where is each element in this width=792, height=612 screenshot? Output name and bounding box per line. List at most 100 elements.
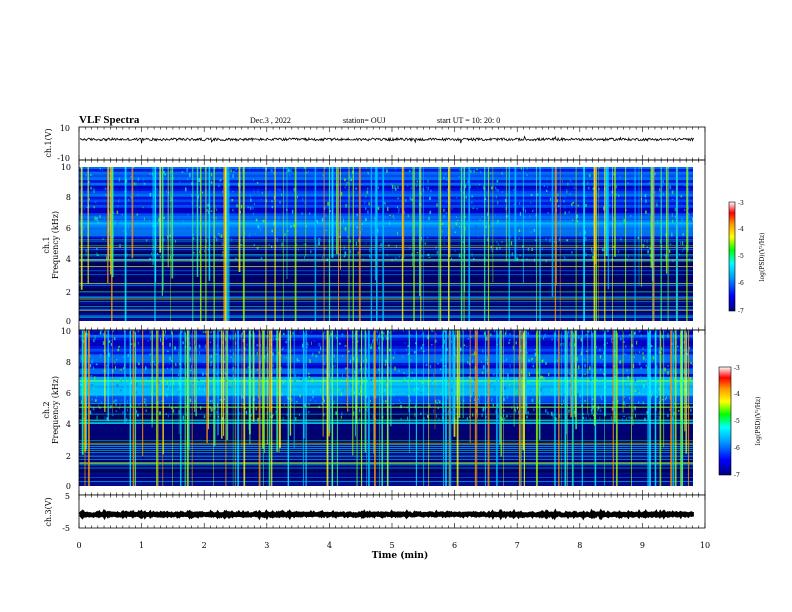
- spectrogram-speckle: [403, 377, 406, 381]
- spectrogram-speckle: [394, 366, 396, 371]
- spectrogram-speckle: [586, 331, 588, 333]
- spectrogram-speckle: [173, 381, 175, 385]
- spectrogram-speckle: [473, 351, 475, 356]
- spectrogram-speckle: [499, 247, 501, 250]
- spectrogram-speckle: [508, 341, 510, 344]
- spectrogram-speckle: [151, 205, 153, 209]
- spectrogram-speckle: [365, 358, 367, 362]
- spectrogram-speckle: [281, 242, 283, 247]
- spectrogram-speckle: [114, 399, 117, 402]
- spectrogram-speckle: [552, 376, 553, 378]
- spectrogram-speckle: [661, 347, 663, 351]
- spectrogram-speckle: [216, 411, 218, 413]
- spectrogram-speckle: [152, 361, 154, 363]
- spectrogram-speckle: [302, 167, 304, 170]
- spectrogram-speckle: [233, 378, 235, 382]
- spectrogram-speckle: [526, 374, 529, 377]
- spectrogram-speckle: [114, 360, 116, 365]
- spectrogram-speckle: [655, 201, 657, 203]
- spectrogram-background-row: [79, 309, 693, 314]
- spectrogram-speckle: [659, 411, 660, 415]
- spectrogram-speckle: [363, 192, 365, 195]
- spectrogram-speckle: [403, 330, 404, 332]
- spectrogram-speckle: [431, 344, 433, 346]
- ch1-spectrogram-image: [79, 165, 695, 321]
- spectrogram-speckle: [560, 221, 562, 224]
- spectrogram-speckle: [584, 373, 586, 376]
- spectrogram-speckle: [130, 330, 132, 331]
- spectrogram-speckle: [189, 358, 191, 362]
- spectrogram-speckle: [160, 411, 161, 414]
- spectrogram-speckle: [486, 358, 488, 361]
- spectrogram-background-row: [79, 301, 693, 305]
- spectrogram-speckle: [250, 198, 252, 202]
- spectrogram-speckle: [233, 382, 234, 385]
- spectrogram-background-row: [79, 257, 693, 261]
- spectrogram-speckle: [564, 377, 565, 382]
- spectrogram-speckle: [606, 342, 609, 344]
- spectrogram-speckle: [421, 236, 423, 241]
- spectrogram-speckle: [254, 233, 256, 235]
- spectrogram-speckle: [110, 351, 112, 355]
- spectrogram-speckle: [566, 189, 568, 194]
- spectrogram-speckle: [256, 167, 258, 170]
- spectrogram-speckle: [562, 180, 563, 183]
- spectrogram-speckle: [192, 381, 194, 384]
- spectrogram-speckle: [673, 355, 675, 359]
- spectrogram-speckle: [451, 257, 452, 260]
- spectrogram-speckle: [255, 406, 257, 411]
- spectrogram-speckle: [635, 352, 637, 355]
- spectrogram-speckle: [89, 410, 91, 415]
- spectrogram-speckle: [385, 359, 387, 364]
- ch2-freq-tick-10: 10: [61, 327, 71, 336]
- spectrogram-speckle: [413, 377, 415, 381]
- spectrogram-speckle: [532, 392, 535, 396]
- spectrogram-speckle: [595, 345, 597, 349]
- spectrogram-speckle: [625, 345, 627, 348]
- spectrogram-speckle: [404, 211, 405, 214]
- spectrogram-speckle: [646, 411, 648, 415]
- spectrogram-speckle: [378, 186, 379, 189]
- ch1-freq-tick-10: 10: [61, 163, 71, 172]
- spectrogram-speckle: [661, 335, 663, 339]
- spectrogram-speckle: [159, 411, 161, 413]
- spectrogram-speckle: [482, 407, 485, 412]
- spectrogram-speckle: [158, 380, 160, 385]
- spectrogram-speckle: [83, 213, 85, 216]
- spectrogram-speckle: [92, 407, 95, 411]
- spectrogram-speckle: [361, 183, 362, 186]
- spectrogram-speckle: [572, 219, 574, 222]
- spectrogram-speckle: [168, 376, 170, 379]
- spectrogram-speckle: [394, 167, 397, 170]
- ch2-spectrogram-ticks: [78, 330, 706, 495]
- spectrogram-speckle: [467, 338, 469, 340]
- spectrogram-speckle: [99, 331, 102, 335]
- spectrogram-speckle: [511, 369, 512, 373]
- spectrogram-speckle: [101, 330, 103, 332]
- spectrogram-background-row: [79, 201, 693, 205]
- spectrogram-speckle: [297, 375, 299, 380]
- spectrogram-speckle: [243, 330, 244, 333]
- spectrogram-background-row: [79, 312, 693, 316]
- spectrogram-speckle: [340, 192, 343, 196]
- spectrogram-speckle: [656, 395, 658, 398]
- spectrogram-background-row: [79, 477, 693, 481]
- figure-title: VLF Spectra: [79, 114, 140, 126]
- spectrogram-speckle: [600, 395, 602, 399]
- spectrogram-speckle: [559, 352, 561, 354]
- spectrogram-speckle: [644, 417, 646, 422]
- spectrogram-speckle: [375, 395, 377, 398]
- spectrogram-speckle: [693, 165, 695, 168]
- spectrogram-background-row: [79, 443, 693, 448]
- ch1-waveform-ylabel: ch.1(V): [44, 128, 53, 157]
- spectrogram-speckle: [81, 400, 82, 404]
- spectrogram-speckle: [524, 216, 526, 219]
- spectrogram-speckle: [394, 351, 396, 355]
- spectrogram-speckle: [658, 193, 661, 198]
- spectrogram-speckle: [690, 184, 692, 187]
- spectrogram-speckle: [452, 225, 454, 230]
- spectrogram-speckle: [587, 186, 590, 190]
- spectrogram-speckle: [189, 398, 192, 403]
- spectrogram-speckle: [486, 393, 488, 396]
- spectrogram-speckle: [411, 372, 414, 374]
